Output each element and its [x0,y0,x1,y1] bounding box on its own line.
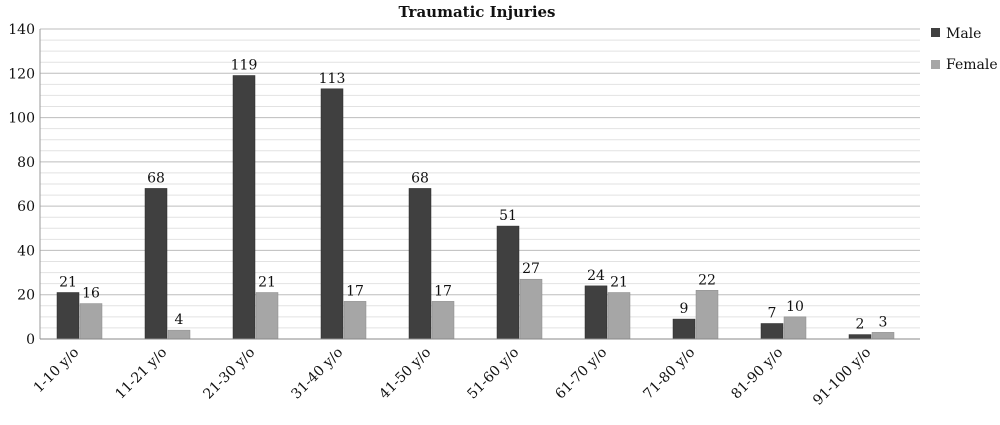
x-tick-label: 61-70 y/o [552,345,610,403]
bar-male [848,334,872,340]
bar-female [167,329,191,340]
data-label-male: 68 [147,170,165,186]
y-tick-label: 20 [17,288,35,304]
gridlines [40,28,920,340]
data-label-male: 7 [768,306,777,322]
data-label-female: 17 [346,283,364,299]
bar-male [144,188,168,340]
x-tick-label: 91-100 y/o [810,345,874,409]
data-labels-group: 21 16 68 4 119 21 113 17 68 17 51 27 24 21 9 22 7 10 2 3 [59,58,887,333]
bar-female [255,292,279,340]
x-tick-label: 31-40 y/o [288,345,346,403]
data-label-female: 10 [786,299,804,315]
y-tick-label: 140 [8,22,35,38]
data-label-female: 27 [522,261,540,277]
data-label-female: 17 [434,283,452,299]
x-tick-label: 21-30 y/o [200,345,258,403]
bar-male [320,88,344,340]
y-tick-label: 120 [8,66,35,82]
x-tick-label: 1-10 y/o [31,345,83,397]
y-tick-label: 60 [17,199,35,215]
bar-male [760,323,784,340]
bar-female [695,290,719,340]
data-label-female: 4 [175,312,184,328]
y-tick-label: 80 [17,155,35,171]
bar-male [408,188,432,340]
data-label-female: 22 [698,272,716,288]
x-tick-label: 11-21 y/o [112,345,170,403]
legend-label-male: Male [946,26,981,42]
bar-female [343,301,367,340]
legend-label-female: Female [946,57,998,73]
data-label-male: 21 [59,275,77,291]
legend-swatch-female [931,60,940,69]
legend: Male Female [931,26,998,73]
x-tick-label: 71-80 y/o [640,345,698,403]
bar-male [672,318,696,340]
bar-male [496,225,520,340]
x-tick-label: 41-50 y/o [376,345,434,403]
bar-female [431,301,455,340]
data-label-male: 51 [499,208,517,224]
data-label-female: 16 [82,286,100,302]
data-label-male: 113 [319,71,346,87]
bar-female [871,332,895,340]
bars-group [56,75,895,340]
chart-title: Traumatic Injuries [398,3,555,21]
data-label-male: 119 [231,58,258,74]
data-label-male: 9 [680,301,689,317]
x-tick-label: 81-90 y/o [728,345,786,403]
y-tick-label: 100 [8,111,35,127]
x-tick-label: 51-60 y/o [464,345,522,403]
bar-female [519,278,543,340]
data-label-male: 24 [587,268,605,284]
bar-male [232,75,256,340]
data-label-male: 2 [856,317,865,333]
y-axis: 0 20 40 60 80 100 120 140 [8,22,41,348]
x-axis: 1-10 y/o 11-21 y/o 21-30 y/o 31-40 y/o 41-50… [31,338,920,409]
data-label-female: 21 [258,275,276,291]
data-label-female: 21 [610,275,628,291]
data-label-male: 68 [411,170,429,186]
y-tick-label: 0 [26,332,35,348]
bar-female [783,316,807,340]
bar-male [56,292,80,340]
bar-male [584,285,608,340]
data-label-female: 3 [879,314,888,330]
legend-swatch-male [931,28,940,37]
bar-female [607,292,631,340]
y-tick-label: 40 [17,243,35,259]
bar-female [79,303,103,340]
